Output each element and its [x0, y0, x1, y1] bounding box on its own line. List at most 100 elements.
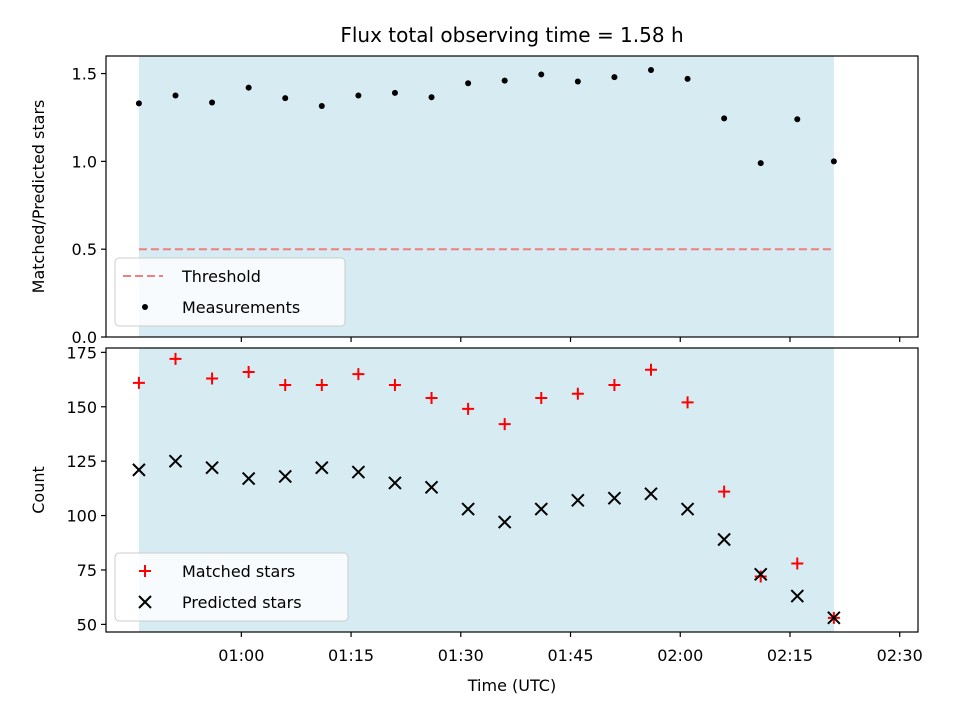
predicted-star-point: [497, 515, 512, 529]
predicted-star-point: [644, 487, 658, 501]
predicted-star-point: [132, 463, 146, 477]
legend-handle-matched: [139, 565, 151, 577]
x-tick-label: 02:15: [767, 646, 813, 665]
y-tick-label: 175: [66, 343, 97, 362]
legend-handle-predicted: [138, 595, 152, 609]
predicted-star-point: [680, 502, 695, 516]
matched-star-point: [571, 387, 584, 400]
matched-star-point: [315, 378, 328, 391]
matched-star-point: [462, 402, 475, 415]
y-tick-label: 0.0: [72, 328, 97, 347]
matched-star-point: [681, 396, 694, 409]
panel-0: 0.0 0.5 1.0 1.5 Matched/Predicted stars Thres…: [29, 55, 919, 347]
predicted-star-point: [168, 454, 183, 468]
measurement-point: [538, 71, 545, 78]
legend-label: Threshold: [181, 267, 261, 286]
measurement-point: [135, 100, 142, 107]
x-tick-label: 01:30: [438, 646, 484, 665]
x-tick-label: 01:45: [547, 646, 593, 665]
measurement-point: [574, 78, 581, 85]
y-tick-label: 1.0: [72, 152, 97, 171]
panel-1: 50 75 100 125 150 175 01:00 01:15 01:30 01:45 02:0…: [29, 343, 923, 665]
x-axis-label: Time (UTC): [467, 676, 556, 695]
predicted-star-point: [534, 502, 548, 516]
legend-box: [114, 552, 349, 622]
axes-frame: [105, 347, 919, 633]
measurement-point: [355, 92, 362, 99]
measurement-point: [684, 75, 691, 82]
chart-title: Flux total observing time = 1.58 h: [340, 23, 683, 47]
predicted-star-point: [754, 567, 768, 582]
predicted-star-point: [278, 469, 292, 484]
x-tick-label: 02:30: [877, 646, 923, 665]
matched-star-point: [498, 418, 511, 431]
measurement-point: [428, 94, 435, 101]
measurement-point: [647, 67, 654, 74]
measurement-point: [611, 74, 618, 81]
legend: Threshold Measurements: [114, 257, 346, 327]
measurement-point: [318, 103, 325, 110]
legend-box: [114, 257, 346, 327]
measurement-point: [757, 160, 764, 167]
matched-star-point: [352, 368, 365, 381]
matched-star-point: [206, 372, 219, 385]
measurement-point: [245, 84, 252, 91]
series-measurements: [135, 67, 837, 167]
series-matched-stars: [132, 352, 840, 624]
predicted-star-point: [827, 611, 841, 625]
matched-star-point: [754, 570, 767, 583]
predicted-star-point: [424, 480, 439, 494]
y-axis-label: Count: [29, 466, 48, 514]
matched-star-point: [608, 378, 621, 391]
measurement-point: [209, 99, 216, 106]
predicted-star-point: [717, 532, 731, 547]
x-tick-label: 02:00: [657, 646, 703, 665]
matched-star-point: [279, 378, 292, 391]
matched-star-point: [169, 352, 182, 365]
matched-star-point: [132, 376, 145, 389]
measurement-point: [172, 92, 179, 99]
legend-label: Predicted stars: [182, 593, 302, 612]
x-tick-label: 01:15: [328, 646, 374, 665]
series-predicted-stars: [132, 454, 841, 625]
matched-star-point: [425, 392, 438, 405]
measurement-point: [830, 158, 837, 165]
measurement-point: [391, 89, 398, 96]
y-tick-label: 150: [66, 398, 97, 417]
y-tick-label: 125: [66, 452, 97, 471]
legend-label: Measurements: [182, 298, 300, 317]
panels: 0.0 0.5 1.0 1.5 Matched/Predicted stars Thres…: [29, 55, 923, 665]
measurement-point: [465, 80, 472, 87]
measurement-point: [794, 116, 801, 123]
legend-label: Matched stars: [182, 562, 295, 581]
matched-star-point: [242, 365, 255, 378]
predicted-star-point: [388, 476, 402, 490]
y-tick-label: 75: [77, 561, 97, 580]
matched-star-point: [535, 392, 548, 405]
y-tick-label: 50: [77, 615, 97, 634]
predicted-star-point: [461, 502, 475, 516]
predicted-star-point: [790, 589, 805, 603]
y-tick-label: 1.5: [72, 65, 97, 84]
matched-star-point: [388, 378, 401, 391]
x-tick-label: 01:00: [218, 646, 264, 665]
y-tick-label: 100: [66, 507, 97, 526]
predicted-star-point: [571, 493, 585, 508]
predicted-star-point: [607, 491, 622, 505]
measurement-point: [282, 95, 289, 102]
legend-handle-measurements: [142, 304, 148, 310]
predicted-star-point: [241, 471, 256, 486]
axes-frame: [105, 55, 919, 338]
predicted-star-point: [205, 460, 219, 475]
predicted-star-point: [315, 460, 329, 475]
matched-star-point: [644, 363, 657, 376]
y-tick-label: 0.5: [72, 240, 97, 259]
measurement-point: [721, 115, 728, 122]
predicted-star-point: [351, 465, 366, 479]
measurement-point: [501, 77, 508, 84]
legend: Matched stars Predicted stars: [114, 552, 349, 622]
matched-star-point: [718, 485, 731, 498]
matched-star-point: [791, 557, 804, 570]
y-axis-label: Matched/Predicted stars: [29, 100, 48, 294]
